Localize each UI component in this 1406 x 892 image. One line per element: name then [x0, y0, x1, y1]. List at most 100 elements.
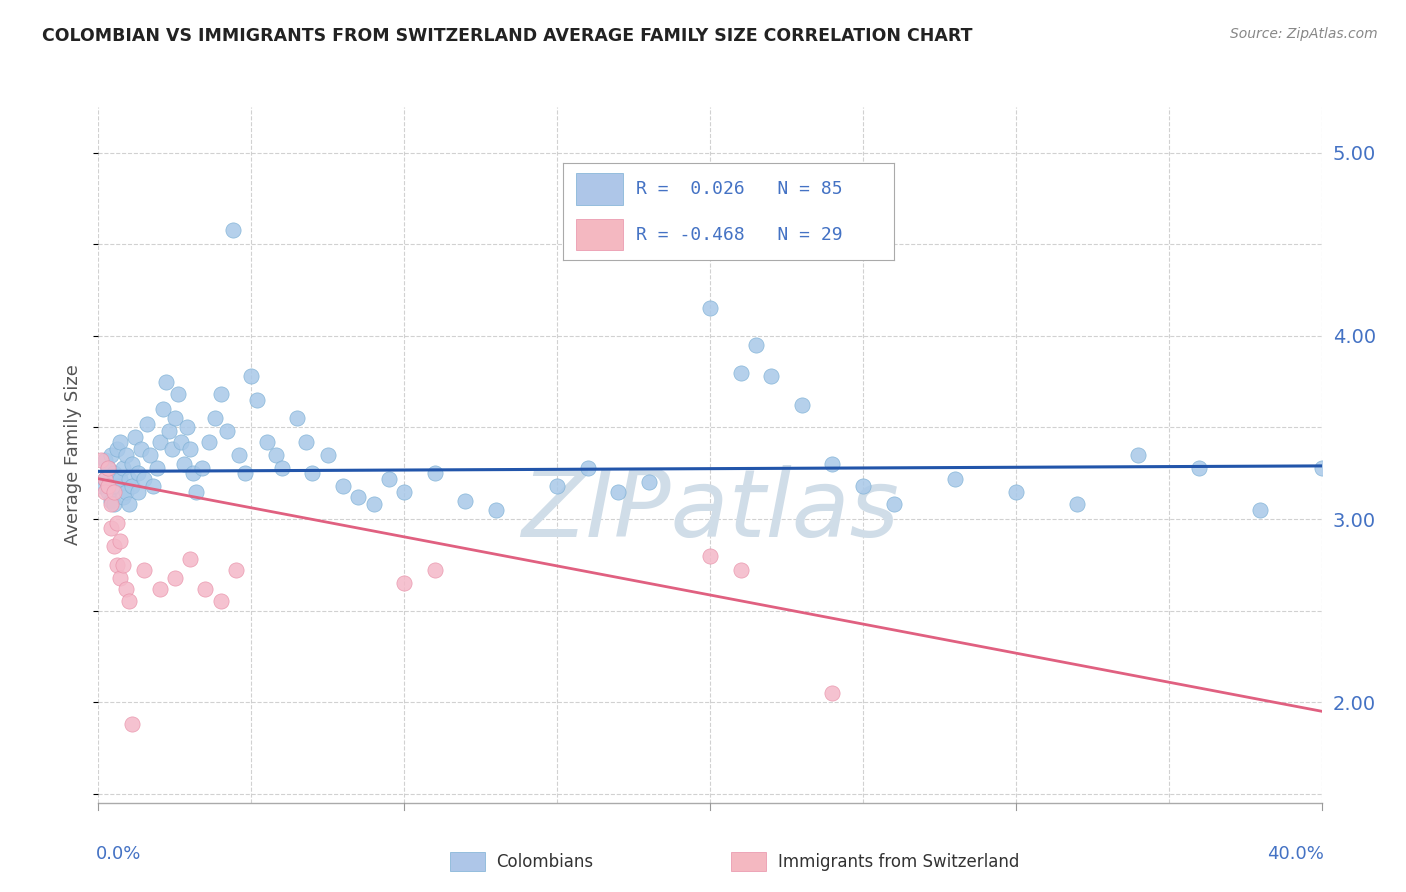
Bar: [576, 173, 623, 204]
Point: [173, 457, 195, 471]
Point: [157, 424, 180, 438]
Point: [108, 533, 131, 548]
Point: [152, 402, 174, 417]
Point: [191, 460, 214, 475]
Point: [118, 472, 141, 486]
Point: [332, 479, 354, 493]
Text: Colombians: Colombians: [496, 853, 593, 871]
Point: [179, 442, 201, 457]
Point: [215, 424, 238, 438]
Point: [246, 392, 269, 407]
Bar: [576, 219, 623, 251]
Point: [179, 552, 201, 566]
Point: [209, 594, 232, 608]
Point: [204, 411, 226, 425]
Point: [240, 369, 263, 384]
Point: [97, 484, 120, 499]
Point: [121, 479, 143, 493]
Point: [256, 435, 278, 450]
Point: [228, 448, 250, 462]
Point: [821, 686, 844, 700]
Point: [423, 563, 446, 577]
Point: [149, 435, 172, 450]
Point: [115, 484, 138, 499]
Text: R =  0.026   N = 85: R = 0.026 N = 85: [636, 180, 842, 198]
Text: Source: ZipAtlas.com: Source: ZipAtlas.com: [1230, 27, 1378, 41]
Point: [270, 460, 292, 475]
Point: [108, 435, 131, 450]
Point: [225, 563, 247, 577]
Point: [1249, 503, 1271, 517]
Point: [170, 435, 193, 450]
Point: [699, 549, 721, 563]
Point: [100, 497, 122, 511]
Point: [155, 375, 177, 389]
Point: [378, 472, 401, 486]
Text: COLOMBIAN VS IMMIGRANTS FROM SWITZERLAND AVERAGE FAMILY SIZE CORRELATION CHART: COLOMBIAN VS IMMIGRANTS FROM SWITZERLAND…: [42, 27, 973, 45]
Point: [759, 369, 782, 384]
Point: [363, 497, 385, 511]
Point: [127, 467, 149, 481]
Point: [1066, 497, 1088, 511]
Point: [111, 490, 134, 504]
Point: [90, 479, 112, 493]
Point: [115, 582, 138, 596]
Point: [93, 472, 115, 486]
Point: [730, 366, 752, 380]
Point: [90, 453, 112, 467]
Point: [136, 417, 159, 431]
Text: 40.0%: 40.0%: [1267, 845, 1324, 863]
Point: [93, 453, 115, 467]
Point: [142, 479, 165, 493]
Point: [111, 558, 134, 572]
Point: [118, 497, 141, 511]
Point: [194, 582, 217, 596]
Point: [167, 387, 190, 401]
Point: [103, 484, 125, 499]
Point: [103, 467, 125, 481]
Point: [139, 448, 162, 462]
Point: [118, 594, 141, 608]
Point: [163, 411, 186, 425]
Point: [145, 460, 167, 475]
Point: [576, 460, 599, 475]
Text: Immigrants from Switzerland: Immigrants from Switzerland: [778, 853, 1019, 871]
Point: [93, 484, 115, 499]
Point: [1128, 448, 1150, 462]
Point: [316, 448, 339, 462]
Point: [943, 472, 966, 486]
Point: [108, 472, 131, 486]
Point: [392, 484, 416, 499]
Point: [124, 429, 146, 443]
Point: [121, 717, 143, 731]
Point: [637, 475, 661, 490]
Point: [163, 571, 186, 585]
Point: [97, 479, 120, 493]
Point: [745, 338, 768, 352]
Point: [1310, 460, 1333, 475]
Point: [821, 457, 844, 471]
Point: [93, 472, 115, 486]
Point: [134, 563, 156, 577]
Text: ZIPatlas: ZIPatlas: [522, 465, 898, 556]
Point: [295, 435, 318, 450]
Point: [347, 490, 370, 504]
Point: [103, 540, 125, 554]
Point: [97, 460, 120, 475]
Point: [100, 448, 122, 462]
Point: [105, 558, 128, 572]
Point: [100, 493, 122, 508]
Point: [197, 435, 219, 450]
Point: [129, 442, 152, 457]
Point: [134, 472, 156, 486]
Point: [1188, 460, 1211, 475]
Point: [883, 497, 905, 511]
Point: [852, 479, 875, 493]
Point: [730, 563, 752, 577]
Point: [264, 448, 287, 462]
Text: R = -0.468   N = 29: R = -0.468 N = 29: [636, 226, 842, 244]
Point: [233, 467, 256, 481]
Point: [103, 497, 125, 511]
Point: [160, 442, 183, 457]
Point: [699, 301, 721, 316]
